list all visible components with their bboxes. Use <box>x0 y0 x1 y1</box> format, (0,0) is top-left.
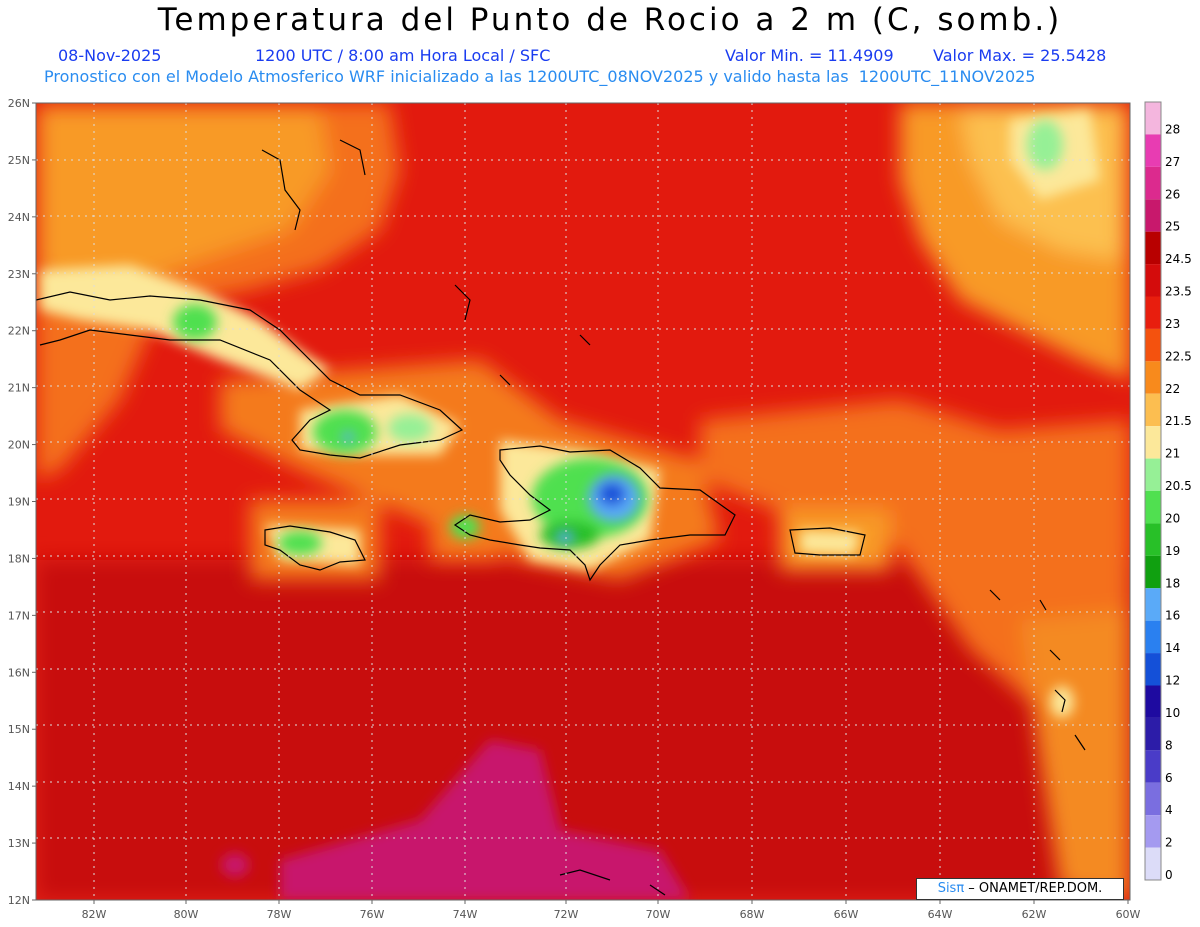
lat-label: 21N <box>8 382 30 395</box>
colorbar-swatch <box>1145 815 1161 848</box>
credit-org: – ONAMET/REP.DOM. <box>964 881 1103 896</box>
longitude-labels: 82W 80W 78W 76W 74W 72W 70W 68W 66W 64W 62W 60W <box>82 900 1141 921</box>
lon-label: 68W <box>740 908 765 921</box>
colorbar-swatch <box>1145 264 1161 297</box>
lat-label: 19N <box>8 496 30 509</box>
lat-label: 14N <box>8 780 30 793</box>
colorbar-label: 21 <box>1165 447 1180 461</box>
colorbar-label: 10 <box>1165 706 1180 720</box>
colorbar-swatch <box>1145 782 1161 816</box>
colorbar-swatch <box>1145 491 1161 524</box>
lat-label: 17N <box>8 609 30 622</box>
latitude-labels: 26N 25N 24N 23N 22N 21N 20N 19N 18N 17N 16N 15N 14N 1… <box>8 97 36 907</box>
colorbar-label: 20 <box>1165 511 1180 525</box>
lon-label: 60W <box>1116 908 1141 921</box>
lat-label: 24N <box>8 211 30 224</box>
colorbar-swatch <box>1145 328 1161 362</box>
lat-label: 16N <box>8 666 30 679</box>
colorbar-label: 14 <box>1165 641 1180 655</box>
colorbar-swatch <box>1145 685 1161 718</box>
lon-label: 66W <box>834 908 859 921</box>
colorbar-label: 16 <box>1165 609 1180 623</box>
colorbar-swatch <box>1145 717 1161 751</box>
lon-label: 76W <box>360 908 385 921</box>
colorbar-label: 26 <box>1165 187 1180 201</box>
colorbar-label: 22 <box>1165 382 1180 396</box>
colorbar-swatch <box>1145 134 1161 167</box>
colorbar-swatch <box>1145 620 1161 654</box>
colorbar-swatch <box>1145 166 1161 200</box>
lon-label: 74W <box>453 908 478 921</box>
forecast-info: Pronostico con el Modelo Atmosferico WRF… <box>44 67 1036 86</box>
colorbar-label: 2 <box>1165 836 1173 850</box>
colorbar-swatch <box>1145 199 1161 232</box>
colorbar-label: 27 <box>1165 155 1180 169</box>
colorbar-label: 28 <box>1165 122 1180 136</box>
colorbar-swatch <box>1145 426 1161 459</box>
lat-label: 15N <box>8 723 30 736</box>
colorbar-swatch <box>1145 393 1161 427</box>
colorbar-label: 12 <box>1165 674 1180 688</box>
min-value: Valor Min. = 11.4909 <box>725 46 894 65</box>
colorbar-label: 22.5 <box>1165 349 1192 363</box>
credit-brand: Sisπ <box>937 881 965 896</box>
lat-label: 13N <box>8 837 30 850</box>
colorbar-swatch <box>1145 296 1161 329</box>
coastlines <box>36 139 1086 896</box>
colorbar-swatch <box>1145 458 1161 491</box>
colorbar: 2827262524.523.52322.52221.52120.5201918… <box>1144 101 1192 882</box>
colorbar-label: 25 <box>1165 220 1180 234</box>
colorbar-swatch <box>1145 555 1161 589</box>
lon-label: 64W <box>928 908 953 921</box>
lat-label: 20N <box>8 439 30 452</box>
lat-label: 12N <box>8 894 30 907</box>
colorbar-swatch <box>1145 523 1161 556</box>
colorbar-label: 4 <box>1165 803 1173 817</box>
grid-lines <box>36 103 1130 900</box>
lat-label: 18N <box>8 552 30 565</box>
colorbar-swatch <box>1145 102 1161 135</box>
max-value: Valor Max. = 25.5428 <box>933 46 1107 65</box>
colorbar-label: 19 <box>1165 544 1180 558</box>
colorbar-swatch <box>1145 847 1161 880</box>
colorbar-label: 24.5 <box>1165 252 1192 266</box>
colorbar-label: 6 <box>1165 771 1173 785</box>
lon-label: 80W <box>174 908 199 921</box>
lat-label: 26N <box>8 97 30 110</box>
colorbar-swatch <box>1145 361 1161 394</box>
lon-label: 82W <box>82 908 107 921</box>
lon-label: 78W <box>267 908 292 921</box>
credit-box: Sisπ – ONAMET/REP.DOM. <box>916 878 1124 900</box>
time-info: 1200 UTC / 8:00 am Hora Local / SFC <box>255 46 551 65</box>
colorbar-label: 0 <box>1165 868 1173 882</box>
colorbar-swatch <box>1145 653 1161 686</box>
colorbar-label: 18 <box>1165 576 1180 590</box>
colorbar-label: 21.5 <box>1165 414 1192 428</box>
colorbar-label: 20.5 <box>1165 479 1192 493</box>
lon-label: 62W <box>1022 908 1047 921</box>
colorbar-swatch <box>1145 231 1161 265</box>
colorbar-label: 23 <box>1165 317 1180 331</box>
shaded-field <box>36 103 1130 900</box>
colorbar-swatch <box>1145 750 1161 783</box>
lat-label: 23N <box>8 268 30 281</box>
colorbar-label: 23.5 <box>1165 285 1192 299</box>
lat-label: 22N <box>8 325 30 338</box>
lon-label: 70W <box>646 908 671 921</box>
map-title: Temperatura del Punto de Rocio a 2 m (C,… <box>157 2 1063 38</box>
colorbar-label: 8 <box>1165 738 1173 752</box>
date-label: 08-Nov-2025 <box>58 46 162 65</box>
colorbar-swatch <box>1145 588 1161 621</box>
lat-label: 25N <box>8 154 30 167</box>
lon-label: 72W <box>554 908 579 921</box>
